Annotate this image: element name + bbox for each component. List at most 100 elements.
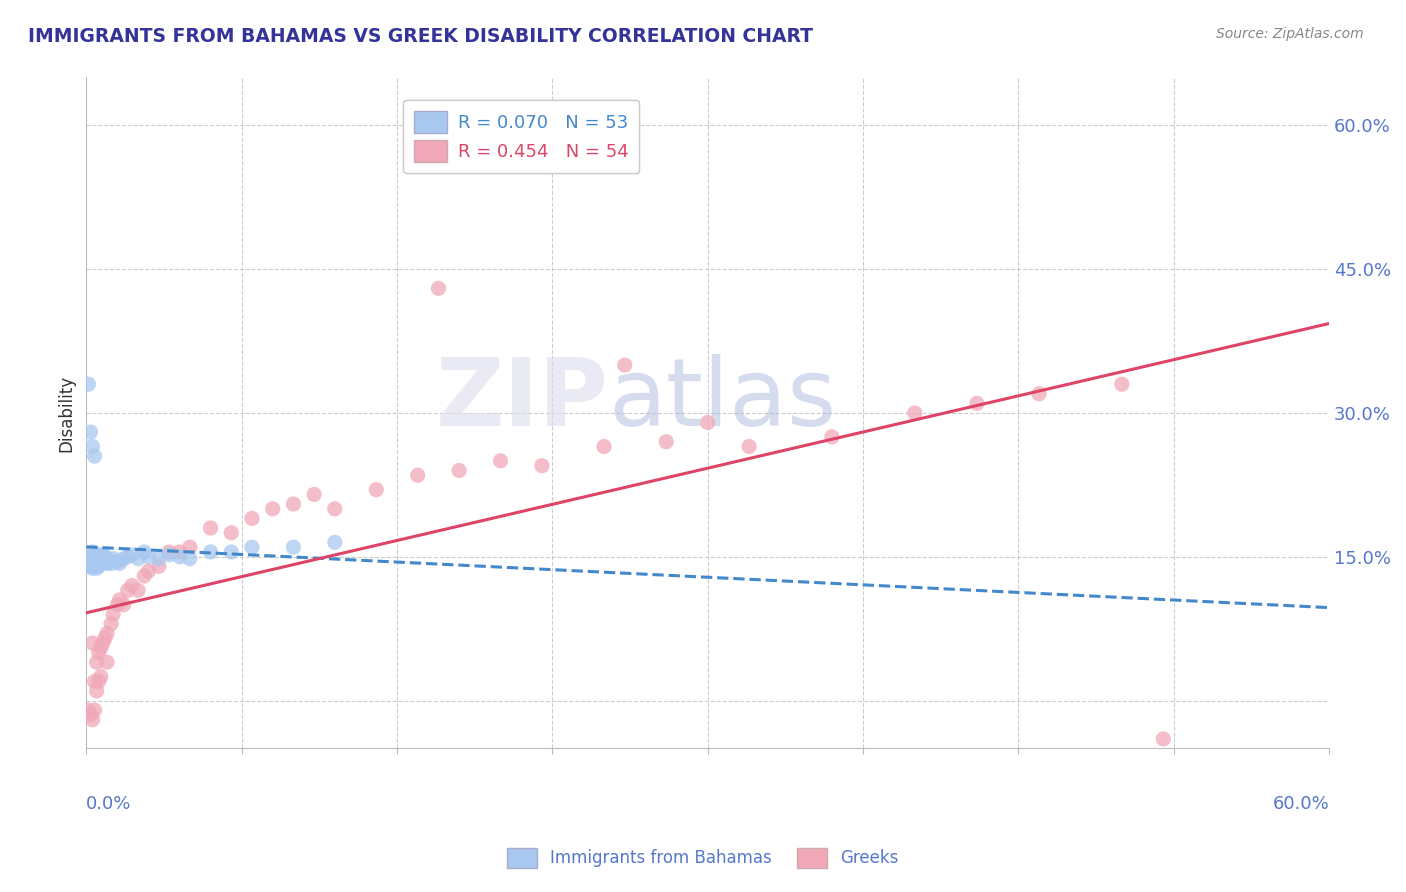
Point [83, 555, 105, 569]
Point [613, 358, 636, 372]
Point [86, 551, 108, 566]
Point [77, 703, 100, 717]
Point [1028, 386, 1050, 401]
Point [83, 674, 105, 689]
Point [283, 540, 305, 554]
Point [821, 430, 844, 444]
Point [96, 551, 118, 566]
Point [138, 564, 160, 578]
Point [240, 511, 263, 525]
Point [449, 463, 471, 477]
Point [79, 549, 101, 564]
Point [94, 632, 117, 646]
Point [134, 569, 156, 583]
Point [240, 540, 263, 554]
Point [82, 440, 104, 454]
Text: IMMIGRANTS FROM BAHAMAS VS GREEK DISABILITY CORRELATION CHART: IMMIGRANTS FROM BAHAMAS VS GREEK DISABIL… [28, 27, 813, 45]
Text: ZIP: ZIP [436, 353, 609, 445]
Point [262, 501, 284, 516]
Point [219, 525, 242, 540]
Point [86, 561, 108, 575]
Point [117, 549, 139, 564]
Point [83, 551, 105, 566]
Point [87, 646, 110, 660]
Point [169, 545, 191, 559]
Point [100, 557, 122, 571]
Point [87, 551, 110, 566]
Point [489, 454, 512, 468]
Point [169, 549, 191, 564]
Point [83, 549, 105, 564]
Point [1152, 731, 1174, 746]
Point [105, 555, 128, 569]
Point [103, 551, 125, 566]
Point [90, 640, 112, 655]
Point [82, 551, 104, 566]
Point [96, 626, 118, 640]
Point [90, 670, 112, 684]
Point [83, 703, 105, 717]
Point [86, 555, 108, 569]
Legend: R = 0.070   N = 53, R = 0.454   N = 54: R = 0.070 N = 53, R = 0.454 N = 54 [404, 100, 640, 173]
Point [696, 416, 718, 430]
Point [157, 548, 180, 562]
Point [86, 684, 108, 698]
Point [593, 440, 616, 454]
Point [148, 559, 170, 574]
Point [108, 593, 131, 607]
Point [91, 551, 114, 566]
Point [82, 713, 104, 727]
Point [366, 483, 388, 497]
Y-axis label: Disability: Disability [58, 375, 75, 451]
Point [904, 406, 927, 420]
Point [530, 458, 553, 473]
Point [82, 561, 104, 575]
Point [82, 557, 104, 571]
Point [200, 545, 222, 559]
Point [121, 578, 143, 592]
Point [138, 549, 160, 564]
Legend: Immigrants from Bahamas, Greeks: Immigrants from Bahamas, Greeks [501, 841, 905, 875]
Point [96, 655, 118, 669]
Point [117, 583, 139, 598]
Point [738, 440, 761, 454]
Point [94, 555, 117, 569]
Point [79, 707, 101, 722]
Text: Source: ZipAtlas.com: Source: ZipAtlas.com [1216, 27, 1364, 41]
Point [94, 549, 117, 564]
Point [219, 545, 242, 559]
Point [90, 551, 112, 566]
Point [179, 551, 201, 566]
Point [157, 545, 180, 559]
Point [87, 555, 110, 569]
Text: 0.0%: 0.0% [86, 796, 132, 814]
Point [87, 559, 110, 574]
Point [108, 557, 131, 571]
Point [1111, 377, 1133, 392]
Text: atlas: atlas [609, 353, 837, 445]
Point [79, 425, 101, 439]
Point [90, 549, 112, 564]
Point [655, 434, 678, 449]
Point [79, 549, 101, 564]
Point [79, 559, 101, 574]
Point [179, 540, 201, 554]
Point [127, 551, 149, 566]
Point [83, 449, 105, 463]
Point [200, 521, 222, 535]
Point [105, 598, 128, 612]
Point [283, 497, 305, 511]
Point [427, 281, 450, 295]
Text: 60.0%: 60.0% [1272, 796, 1329, 814]
Point [103, 607, 125, 622]
Point [112, 598, 135, 612]
Point [77, 377, 100, 392]
Point [302, 487, 325, 501]
Point [83, 557, 105, 571]
Point [87, 674, 110, 689]
Point [82, 545, 104, 559]
Point [98, 555, 121, 569]
Point [100, 616, 122, 631]
Point [86, 655, 108, 669]
Point [82, 636, 104, 650]
